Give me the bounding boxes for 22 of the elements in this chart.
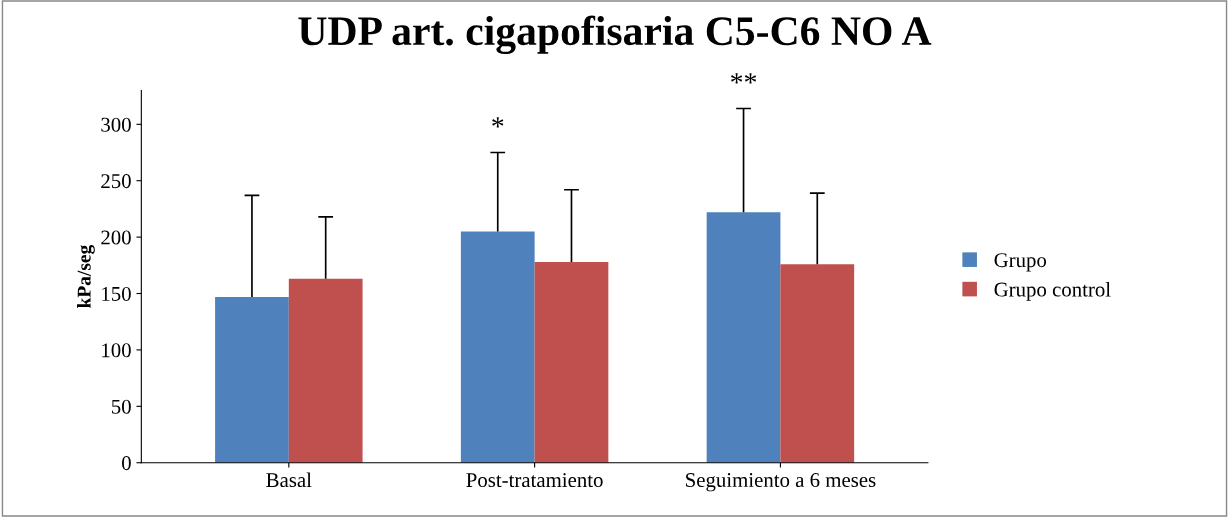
y-tick-label: 200 <box>101 230 131 245</box>
x-tick-label: Post-tratamiento <box>466 473 603 488</box>
bar <box>780 264 855 463</box>
legend-label: Grupo <box>994 253 1047 272</box>
bar <box>288 278 363 463</box>
chart-title: UDP art. cigapofisaria C5-C6 NO A <box>298 15 932 55</box>
bar <box>215 296 289 463</box>
y-tick-label: 50 <box>111 399 131 414</box>
y-tick-label: 0 <box>121 456 131 471</box>
bar <box>706 212 781 463</box>
text: ** <box>731 73 757 84</box>
y-tick-label: 150 <box>102 286 131 301</box>
x-tick-label: Basal <box>266 472 312 488</box>
y-tick-label: 300 <box>101 117 131 132</box>
y-tick-label: 250 <box>101 174 131 189</box>
legend-label: Grupo control <box>994 281 1111 301</box>
x-tick-label: Seguimiento a 6 meses <box>686 473 876 492</box>
annotation: * <box>492 117 504 128</box>
bar <box>460 231 535 463</box>
y-tick-label: 100 <box>102 343 131 358</box>
bar <box>534 261 609 463</box>
y-axis-title: kPa/seg <box>77 244 95 308</box>
